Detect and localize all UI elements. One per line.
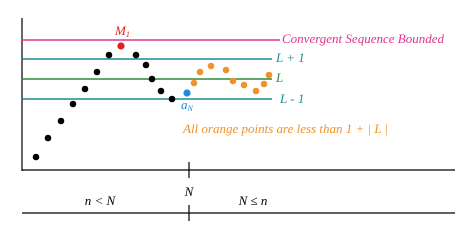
term-sub: N — [187, 104, 194, 113]
max-base: M — [114, 23, 127, 38]
after-label: N ≤ n — [238, 193, 268, 208]
limit-label: L — [275, 70, 283, 85]
upper-label: L + 1 — [275, 50, 305, 65]
max-sub: 1 — [126, 30, 130, 39]
term-point — [183, 89, 191, 97]
note: All orange points are less than 1 + | L … — [182, 121, 388, 136]
term-base: a — [181, 97, 188, 112]
bound-label: Convergent Sequence Bounded — [282, 31, 444, 46]
lower-label: L - 1 — [279, 91, 304, 106]
before-label: n < N — [85, 193, 117, 208]
orange-points — [190, 62, 273, 95]
max-label: M1 — [114, 23, 130, 39]
term-label: aN — [181, 97, 194, 113]
max-point — [117, 42, 125, 50]
diagram: Convergent Sequence Bounded L + 1 L L - … — [21, 18, 455, 221]
n-label: N — [184, 184, 195, 199]
black-points — [32, 51, 176, 161]
